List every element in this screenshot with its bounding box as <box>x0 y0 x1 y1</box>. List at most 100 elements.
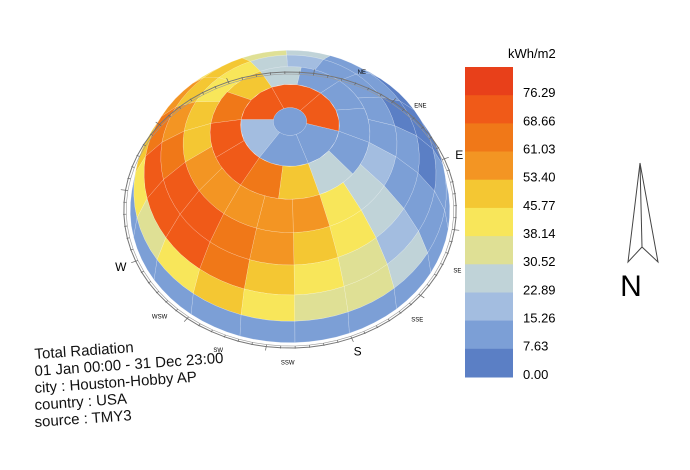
compass-tick <box>165 300 169 303</box>
legend-tick-label: 22.89 <box>523 282 556 297</box>
sky-patch <box>249 227 295 266</box>
sky-patch <box>244 259 295 296</box>
compass-tick <box>140 270 144 273</box>
compass-tick <box>226 77 230 84</box>
compass-tick <box>241 77 244 80</box>
sky-patch <box>239 314 296 343</box>
compass-tick <box>387 318 391 322</box>
legend-swatch <box>465 179 513 209</box>
compass-tick <box>350 336 354 343</box>
legend-swatch <box>465 236 513 265</box>
compass-tick <box>421 126 424 129</box>
compass-label-ssw: SSW <box>281 360 295 366</box>
legend-swatch <box>465 264 513 293</box>
compass-tick <box>327 74 329 78</box>
legend-swatch <box>465 348 513 378</box>
compass-tick <box>251 342 253 346</box>
sky-patch <box>215 140 260 186</box>
compass-tick <box>398 311 402 314</box>
compass-tick <box>265 344 267 351</box>
legend-swatch <box>465 151 513 181</box>
compass-tick <box>155 121 162 127</box>
compass-tick <box>363 331 366 334</box>
compass-label-ene: ENE <box>414 103 426 109</box>
legend-tick-label: 53.40 <box>523 170 556 185</box>
compass-tick <box>323 343 325 346</box>
compass-tick <box>336 340 339 343</box>
compass-tick <box>214 86 217 89</box>
north-arrow-icon <box>627 162 659 264</box>
compass-tick <box>131 260 139 264</box>
legend-unit-label: kWh/m2 <box>508 46 556 61</box>
compass-tick <box>391 98 397 104</box>
north-label: N <box>620 270 642 303</box>
sky-patch <box>249 54 288 72</box>
compass-label-ne: NE <box>358 70 366 76</box>
compass-tick <box>313 69 315 76</box>
compass-tick <box>401 108 405 112</box>
compass-label-s: S <box>354 345 362 359</box>
compass-tick <box>367 87 370 91</box>
compass-tick <box>411 117 415 120</box>
compass-label-wsw: WSW <box>152 315 168 321</box>
sky-dome <box>130 50 450 343</box>
compass-tick <box>379 93 382 97</box>
compass-tick <box>452 229 460 231</box>
legend-tick-label: 76.29 <box>523 85 556 100</box>
compass-tick <box>168 114 171 118</box>
compass-tick <box>142 144 146 147</box>
compass-tick <box>120 189 128 191</box>
north-arrow-spine <box>639 162 643 248</box>
sky-patch <box>130 172 138 238</box>
compass-tick <box>131 166 135 168</box>
compass-tick <box>450 181 454 183</box>
compass-tick <box>210 329 213 333</box>
compass-ring: WWSWSWSSWSSSESEESEEENENE <box>115 69 478 366</box>
sky-patch <box>190 293 242 337</box>
sky-patch <box>146 179 181 239</box>
compass-tick <box>436 147 440 150</box>
compass-label-se: SE <box>453 269 461 275</box>
compass-tick <box>426 284 430 287</box>
sky-patch <box>240 157 284 199</box>
compass-tick <box>375 325 379 329</box>
compass-tick <box>201 91 205 95</box>
compass-tick <box>198 323 201 327</box>
compass-tick <box>147 281 151 284</box>
info-block: Total Radiation 01 Jan 00:00 - 31 Dec 23… <box>34 339 294 431</box>
compass-tick <box>429 136 433 139</box>
sky-patch <box>183 101 221 132</box>
compass-tick <box>136 154 140 157</box>
compass-tick <box>255 74 257 77</box>
legend-swatch <box>465 320 513 350</box>
sky-patch <box>256 195 294 233</box>
legend-swatch <box>465 207 513 237</box>
north-arrow: N <box>620 162 659 303</box>
compass-tick <box>237 339 240 342</box>
compass-label-w: W <box>115 260 127 274</box>
legend: kWh/m2 76.29 68.66 61.03 53.40 45.77 38.14 30.… <box>465 46 556 382</box>
compass-tick <box>189 98 193 102</box>
sky-patch <box>136 197 167 261</box>
legend-swatch <box>465 67 513 96</box>
compass-tick <box>441 156 449 160</box>
legend-swatch <box>465 292 513 322</box>
sky-patch <box>133 217 158 281</box>
legend-tick-label: 61.03 <box>523 142 556 157</box>
compass-tick <box>223 334 226 338</box>
sky-patch <box>273 107 307 136</box>
compass-tick <box>434 273 438 276</box>
legend-tick-label: 68.66 <box>523 113 556 128</box>
legend-tick-label: 15.26 <box>523 311 556 326</box>
compass-label-sse: SSE <box>411 317 423 323</box>
compass-tick <box>127 177 131 180</box>
legend-tick-label: 0.00 <box>523 367 548 382</box>
sky-patch <box>199 241 250 290</box>
compass-label-sw: SW <box>213 348 223 354</box>
legend-swatch <box>465 95 513 124</box>
compass-tick <box>409 302 412 306</box>
compass-tick <box>445 252 449 254</box>
compass-tick <box>446 169 450 172</box>
sky-patch <box>278 163 320 200</box>
